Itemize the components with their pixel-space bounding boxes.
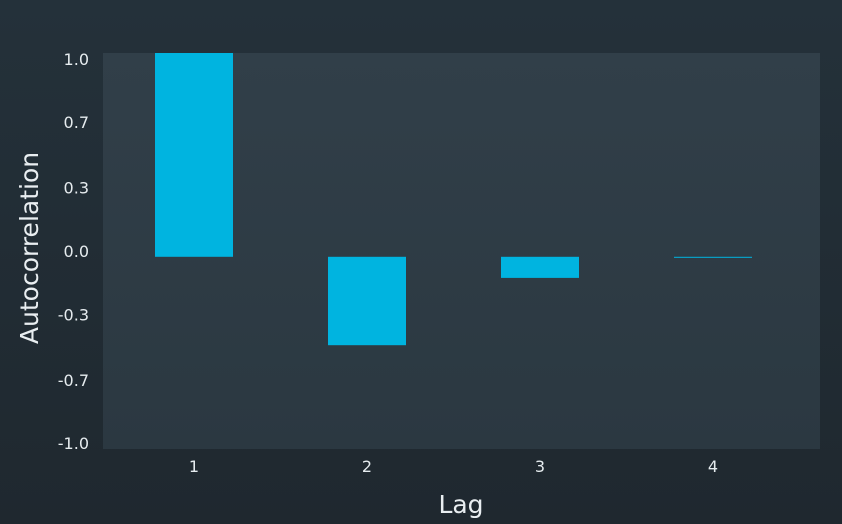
bar-lag-1 <box>155 53 233 257</box>
bars-group <box>155 53 752 346</box>
y-tick-label: 0.0 <box>64 242 89 261</box>
y-tick-label: -0.7 <box>58 371 89 390</box>
y-tick-label: 1.0 <box>64 50 89 69</box>
x-tick-label: 4 <box>708 457 718 476</box>
y-tick-label: 0.3 <box>64 179 89 198</box>
x-tick-label: 3 <box>535 457 545 476</box>
bar-lag-3 <box>501 256 579 278</box>
y-tick-label: -1.0 <box>58 434 89 453</box>
y-tick-label: -0.3 <box>58 305 89 324</box>
x-tick-label: 2 <box>362 457 372 476</box>
y-tick-label: 0.7 <box>64 113 89 132</box>
bar-lag-4 <box>674 256 752 258</box>
x-tick-label: 1 <box>189 457 199 476</box>
y-tick-labels: 1.0 0.7 0.3 0.0 -0.3 -0.7 -1.0 <box>58 50 89 453</box>
x-axis-title: Lag <box>438 490 483 519</box>
bar-lag-2 <box>328 256 406 346</box>
y-axis-title: Autocorrelation <box>15 152 44 344</box>
x-tick-labels: 1 2 3 4 <box>189 457 718 476</box>
